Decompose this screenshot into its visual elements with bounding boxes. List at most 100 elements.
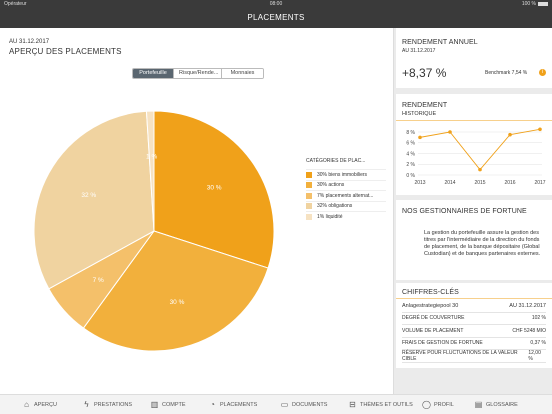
row-label: DEGRÉ DE COUVERTURE <box>402 315 465 322</box>
battery-icon <box>538 2 548 6</box>
data-point[interactable] <box>478 167 482 172</box>
legend-item[interactable]: 30% biens immobiliers <box>306 169 386 180</box>
pie-slice[interactable] <box>153 111 274 269</box>
y-tick-label: 6 % <box>406 141 415 147</box>
tab-profil[interactable]: ◯ PROFIL <box>422 399 474 409</box>
segment-risk-return[interactable]: Risque/Rende... <box>173 69 221 78</box>
row-label: FRAIS DE GESTION DE FORTUNE <box>402 340 483 347</box>
pie-slice-label: 30 % <box>170 299 185 306</box>
battery-label: 100 % <box>521 1 536 7</box>
pie-icon: ◔ <box>210 399 215 409</box>
legend-item[interactable]: 7% placements alternat... <box>306 190 386 201</box>
y-tick-label: 0 % <box>406 173 415 179</box>
row-label: VOLUME DE PLACEMENT <box>402 327 464 334</box>
legend-item[interactable]: 30% actions <box>306 179 386 191</box>
annual-return-date: AU 31.12.2017 <box>402 48 436 54</box>
tab-documents[interactable]: ▭ DOCUMENTS <box>280 399 348 409</box>
key-figures-card: CHIFFRES-CLÉS Anlagestrategiepool 30 AU 3… <box>396 283 552 368</box>
row-label: RÉSERVE POUR FLUCTUATIONS DE LA VALEUR C… <box>402 349 518 362</box>
legend-label: 1% liquidité <box>317 213 343 220</box>
history-title: RENDEMENT <box>402 102 448 109</box>
tab-label: PRESTATIONS <box>94 401 132 408</box>
pie-slice[interactable] <box>82 230 269 351</box>
data-point[interactable] <box>508 132 512 137</box>
home-icon: ⌂ <box>24 399 29 409</box>
tab-compte[interactable]: ▥ COMPTE <box>150 399 208 409</box>
carrier-label: Opérateur <box>4 1 27 7</box>
tab-label: COMPTE <box>162 401 186 408</box>
legend-swatch <box>306 203 312 210</box>
info-icon[interactable]: i <box>539 69 546 76</box>
overview-panel: AU 31.12.2017 APERÇU DES PLACEMENTS Port… <box>0 28 394 394</box>
row-value: AU 31.12.2017 <box>509 302 546 309</box>
key-figures-table: Anlagestrategiepool 30 AU 31.12.2017 DEGR… <box>402 300 546 363</box>
legend-label: 30% biens immobiliers <box>317 171 368 178</box>
tab-label: PROFIL <box>434 401 454 408</box>
managers-title: NOS GESTIONNAIRES DE FORTUNE <box>402 208 527 215</box>
page-title: PLACEMENTS <box>247 13 305 22</box>
table-row: Anlagestrategiepool 30 AU 31.12.2017 <box>402 300 546 313</box>
glossary-icon: ▤ <box>474 399 483 409</box>
legend-title: CATÉGORIES DE PLAC... <box>306 158 366 164</box>
tab-label: THÈMES ET OUTILS <box>360 401 413 408</box>
battery-indicator: 100 % <box>522 1 548 7</box>
pie-slice[interactable] <box>145 111 155 232</box>
segment-currencies[interactable]: Monnaies <box>221 69 263 78</box>
row-value: 102 % <box>531 315 546 322</box>
tab-label: PLACEMENTS <box>220 401 258 408</box>
x-tick-label: 2016 <box>504 180 515 186</box>
data-point[interactable] <box>538 127 542 132</box>
overview-date: AU 31.12.2017 <box>9 39 50 45</box>
legend-label: 7% placements alternat... <box>317 192 374 199</box>
legend-swatch <box>306 182 312 189</box>
table-row: RÉSERVE POUR FLUCTUATIONS DE LA VALEUR C… <box>402 350 546 363</box>
bolt-icon: ϟ <box>84 399 89 409</box>
history-card[interactable]: RENDEMENT HISTORIQUE 8 % 6 % 4 % 2 % 0 % 2013… <box>396 94 552 195</box>
book-icon: ⊟ <box>349 399 356 409</box>
tab-prestations[interactable]: ϟ PRESTATIONS <box>82 399 150 409</box>
x-tick-label: 2013 <box>414 180 425 186</box>
legend-label: 32% obligations <box>317 203 353 210</box>
segmented-control: Portefeuille Risque/Rende... Monnaies <box>132 68 264 79</box>
legend-item[interactable]: 32% obligations <box>306 200 386 212</box>
data-point[interactable] <box>448 130 452 134</box>
pie-slice-label: 30 % <box>207 184 222 191</box>
row-value: CHF 5248 MIO <box>512 327 546 334</box>
folder-icon: ▭ <box>280 399 289 409</box>
managers-text: La gestion du portefeuille assure la ges… <box>424 230 541 257</box>
history-line-chart: 8 % 6 % 4 % 2 % 0 %2013 2014 2015 2016 2017 <box>406 127 546 186</box>
x-tick-label: 2015 <box>474 180 485 186</box>
tab-apercu[interactable]: ⌂ APERÇU <box>22 399 82 409</box>
pie-slice-label: 1 % <box>146 154 157 161</box>
x-tick-label: 2017 <box>534 180 545 186</box>
pie-slice[interactable] <box>34 111 155 290</box>
user-icon: ◯ <box>422 399 431 409</box>
x-tick-label: 2014 <box>444 180 455 186</box>
chart-icon: ▥ <box>150 399 159 409</box>
divider <box>396 120 552 121</box>
clock: 08:00 <box>269 1 283 7</box>
allocation-pie-chart[interactable]: 30 % 30 % 7 % 32 % 1 % <box>34 111 274 351</box>
divider <box>396 298 552 299</box>
annual-return-card[interactable]: RENDEMENT ANNUEL AU 31.12.2017 +8,37 % B… <box>396 28 552 88</box>
y-tick-label: 4 % <box>406 151 415 157</box>
legend-label: 30% actions <box>317 182 345 189</box>
pie-slice-label: 7 % <box>93 277 104 284</box>
tab-glossaire[interactable]: ▤ GLOSSAIRE <box>474 399 534 409</box>
tab-placements[interactable]: ◔ PLACEMENTS <box>208 399 280 409</box>
table-row: VOLUME DE PLACEMENT CHF 5248 MIO <box>402 325 546 338</box>
tab-label: DOCUMENTS <box>292 401 328 408</box>
legend-item[interactable]: 1% liquidité <box>306 211 386 222</box>
key-figures-title: CHIFFRES-CLÉS <box>402 289 459 296</box>
legend-swatch <box>306 213 312 220</box>
tab-bar: ⌂ APERÇU ϟ PRESTATIONS ▥ COMPTE ◔ PLACEMENTS… <box>0 394 552 414</box>
managers-card[interactable]: NOS GESTIONNAIRES DE FORTUNE La gestion … <box>396 200 552 280</box>
row-label: Anlagestrategiepool 30 <box>402 302 459 309</box>
segment-portfolio[interactable]: Portefeuille <box>133 69 173 78</box>
data-point[interactable] <box>418 135 422 140</box>
tab-label: GLOSSAIRE <box>486 401 518 408</box>
annual-return-title: RENDEMENT ANNUEL <box>402 39 478 46</box>
tab-themes[interactable]: ⊟ THÈMES ET OUTILS <box>348 399 422 409</box>
row-value: 12,00 % <box>528 349 541 362</box>
annual-return-value: +8,37 % <box>402 66 447 80</box>
